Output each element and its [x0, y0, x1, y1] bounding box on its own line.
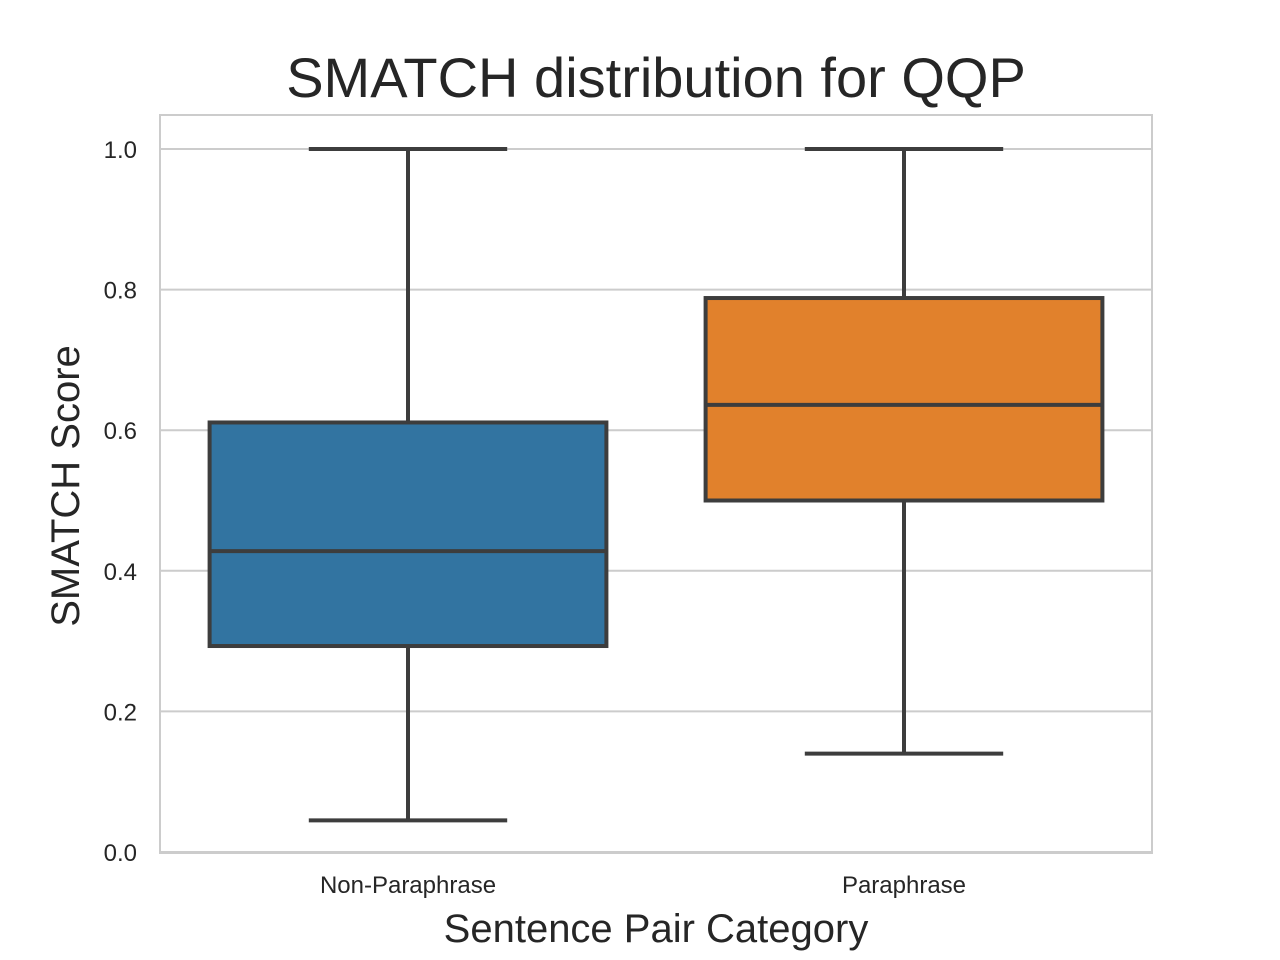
y-tick-label: 0.4	[104, 559, 137, 586]
box-non-paraphrase	[207, 147, 609, 823]
iqr-box	[207, 420, 609, 649]
plot-frame	[159, 114, 1153, 854]
y-tick-label: 0.6	[104, 418, 137, 445]
box-paraphrase	[703, 147, 1105, 756]
chart-title: SMATCH distribution for QQP	[286, 46, 1026, 109]
y-tick-label: 1.0	[104, 137, 137, 164]
y-tick-label: 0.8	[104, 278, 137, 305]
iqr-box	[703, 296, 1105, 503]
x-axis-label: Sentence Pair Category	[444, 907, 869, 951]
y-tick-labels: 0.0 0.2 0.4 0.6 0.8 1.0	[104, 137, 137, 867]
y-axis-label: SMATCH Score	[44, 345, 88, 627]
x-tick-label: Non-Paraphrase	[320, 872, 496, 899]
y-tick-label: 0.0	[104, 840, 137, 867]
y-tick-label: 0.2	[104, 699, 137, 726]
x-tick-labels: Non-Paraphrase Paraphrase	[320, 872, 966, 899]
x-tick-label: Paraphrase	[842, 872, 966, 899]
box-series	[207, 147, 1105, 823]
